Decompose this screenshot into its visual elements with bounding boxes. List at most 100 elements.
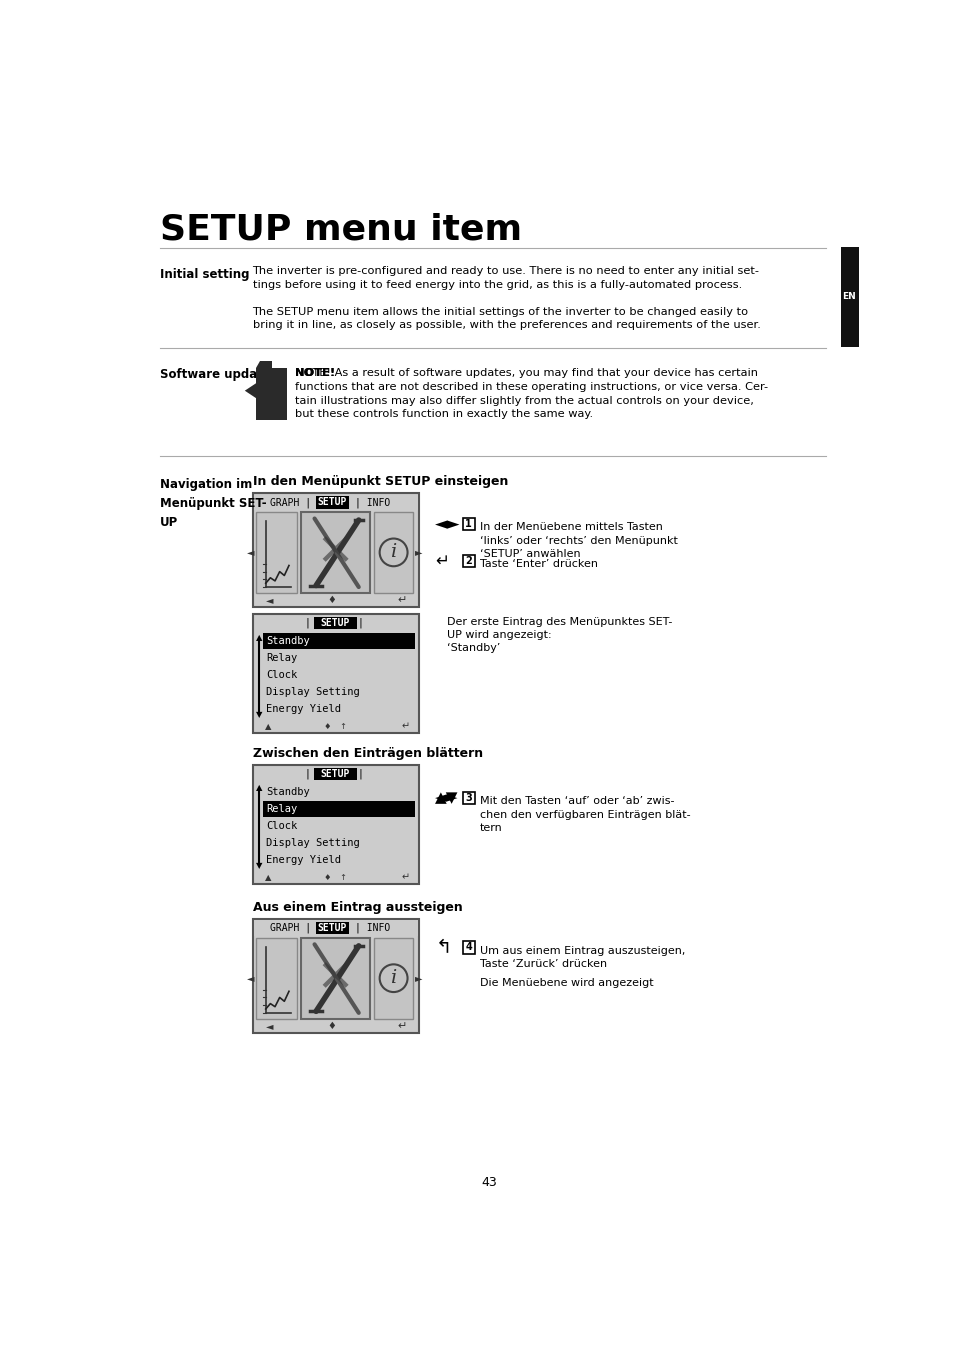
Text: ◄: ◄ bbox=[266, 1021, 274, 1031]
FancyBboxPatch shape bbox=[253, 765, 418, 884]
Text: NOTE! As a result of software updates, you may find that your device has certain: NOTE! As a result of software updates, y… bbox=[294, 369, 767, 418]
Text: 1: 1 bbox=[465, 518, 472, 529]
FancyBboxPatch shape bbox=[256, 938, 296, 1019]
Text: Clock: Clock bbox=[266, 670, 297, 680]
Text: ♦: ♦ bbox=[324, 873, 331, 882]
FancyBboxPatch shape bbox=[374, 513, 413, 593]
Text: SETUP menu item: SETUP menu item bbox=[159, 212, 521, 246]
Text: NOTE!: NOTE! bbox=[294, 369, 335, 378]
Polygon shape bbox=[245, 383, 256, 398]
Text: ✕: ✕ bbox=[316, 531, 354, 574]
Text: NOTE!: NOTE! bbox=[294, 369, 335, 378]
Text: Initial setting: Initial setting bbox=[159, 269, 249, 281]
FancyBboxPatch shape bbox=[462, 941, 475, 953]
FancyBboxPatch shape bbox=[462, 555, 475, 567]
Text: Relay: Relay bbox=[266, 653, 297, 663]
Text: Mit den Tasten ‘auf’ oder ‘ab’ zwis-
chen den verfügbaren Einträgen blät-
tern: Mit den Tasten ‘auf’ oder ‘ab’ zwis- che… bbox=[479, 796, 690, 833]
FancyBboxPatch shape bbox=[256, 513, 296, 593]
Text: ♦: ♦ bbox=[327, 595, 335, 605]
Text: Taste ‘Enter’ drücken: Taste ‘Enter’ drücken bbox=[479, 559, 597, 570]
Polygon shape bbox=[256, 360, 272, 369]
Text: Der erste Eintrag des Menüpunktes SET-
UP wird angezeigt:
‘Standby’: Der erste Eintrag des Menüpunktes SET- U… bbox=[447, 617, 672, 653]
Text: | INFO: | INFO bbox=[355, 923, 390, 933]
Text: |: | bbox=[356, 769, 363, 779]
Text: 43: 43 bbox=[480, 1176, 497, 1189]
Text: Die Menüebene wird angezeigt: Die Menüebene wird angezeigt bbox=[479, 979, 653, 988]
Text: ↵: ↵ bbox=[397, 595, 406, 605]
Text: ◄►: ◄► bbox=[435, 791, 458, 806]
Text: |: | bbox=[304, 769, 311, 779]
Text: ↵: ↵ bbox=[435, 552, 449, 570]
FancyBboxPatch shape bbox=[462, 792, 475, 805]
FancyBboxPatch shape bbox=[300, 513, 370, 593]
FancyBboxPatch shape bbox=[840, 247, 858, 347]
Text: GRAPH |: GRAPH | bbox=[270, 497, 311, 508]
Text: The SETUP menu item allows the initial settings of the inverter to be changed ea: The SETUP menu item allows the initial s… bbox=[253, 306, 760, 331]
Text: ▼: ▼ bbox=[255, 861, 262, 871]
Text: i: i bbox=[390, 544, 396, 562]
FancyBboxPatch shape bbox=[314, 768, 356, 780]
Text: Display Setting: Display Setting bbox=[266, 838, 360, 848]
Text: Relay: Relay bbox=[266, 803, 297, 814]
Text: Um aus einem Eintrag auszusteigen,
Taste ‘Zurück’ drücken: Um aus einem Eintrag auszusteigen, Taste… bbox=[479, 946, 684, 969]
Text: ↵: ↵ bbox=[397, 1021, 406, 1031]
Text: Software updates: Software updates bbox=[159, 369, 277, 381]
FancyBboxPatch shape bbox=[253, 921, 417, 936]
Text: EN: EN bbox=[841, 292, 855, 301]
Text: Energy Yield: Energy Yield bbox=[266, 703, 341, 714]
Text: ▲▼: ▲▼ bbox=[435, 791, 458, 806]
Text: SETUP: SETUP bbox=[317, 923, 347, 933]
Text: ♦: ♦ bbox=[324, 722, 331, 730]
FancyBboxPatch shape bbox=[462, 518, 475, 531]
Text: SETUP: SETUP bbox=[317, 497, 347, 508]
Text: Clock: Clock bbox=[266, 821, 297, 830]
Text: ▼: ▼ bbox=[255, 710, 262, 720]
Text: ◄: ◄ bbox=[247, 973, 254, 983]
FancyBboxPatch shape bbox=[253, 919, 418, 1033]
Text: ↰: ↰ bbox=[435, 938, 452, 957]
Text: ▲: ▲ bbox=[255, 633, 262, 641]
Text: i: i bbox=[390, 969, 396, 987]
Text: GRAPH |: GRAPH | bbox=[270, 923, 311, 933]
Text: ◄►: ◄► bbox=[435, 514, 460, 533]
Text: Standby: Standby bbox=[266, 636, 310, 645]
Text: Aus einem Eintrag aussteigen: Aus einem Eintrag aussteigen bbox=[253, 902, 462, 914]
Text: SETUP: SETUP bbox=[320, 618, 350, 628]
Text: |: | bbox=[356, 618, 363, 629]
Text: ↑: ↑ bbox=[339, 722, 346, 730]
Text: ►: ► bbox=[415, 973, 421, 983]
Text: ♦: ♦ bbox=[327, 1021, 335, 1031]
Text: Standby: Standby bbox=[266, 787, 310, 796]
Text: Navigation im
Menüpunkt SET-
UP: Navigation im Menüpunkt SET- UP bbox=[159, 478, 266, 529]
Text: 4: 4 bbox=[465, 942, 472, 952]
Text: 2: 2 bbox=[465, 556, 472, 566]
Text: SETUP: SETUP bbox=[320, 769, 350, 779]
FancyBboxPatch shape bbox=[315, 922, 348, 934]
Text: ↑: ↑ bbox=[339, 873, 346, 882]
Text: ▲: ▲ bbox=[265, 722, 271, 730]
FancyBboxPatch shape bbox=[300, 938, 370, 1019]
Text: Display Setting: Display Setting bbox=[266, 687, 360, 697]
Text: |: | bbox=[304, 618, 311, 629]
Text: ✕: ✕ bbox=[316, 957, 354, 1000]
Text: ↵: ↵ bbox=[401, 872, 409, 883]
FancyBboxPatch shape bbox=[263, 633, 415, 648]
Text: In der Menüebene mittels Tasten
‘links’ oder ‘rechts’ den Menüpunkt
‘SETUP’ anwä: In der Menüebene mittels Tasten ‘links’ … bbox=[479, 522, 677, 559]
Text: ↵: ↵ bbox=[401, 721, 409, 732]
Text: Zwischen den Einträgen blättern: Zwischen den Einträgen blättern bbox=[253, 747, 482, 760]
Text: 3: 3 bbox=[465, 792, 472, 803]
Text: ►: ► bbox=[415, 547, 421, 558]
FancyBboxPatch shape bbox=[253, 614, 418, 733]
Text: In den Menüpunkt SETUP einsteigen: In den Menüpunkt SETUP einsteigen bbox=[253, 475, 507, 487]
FancyBboxPatch shape bbox=[374, 938, 413, 1019]
Text: Energy Yield: Energy Yield bbox=[266, 855, 341, 864]
Text: | INFO: | INFO bbox=[355, 497, 390, 508]
Text: The inverter is pre-configured and ready to use. There is no need to enter any i: The inverter is pre-configured and ready… bbox=[253, 266, 759, 289]
Text: ▲: ▲ bbox=[265, 873, 271, 882]
FancyBboxPatch shape bbox=[263, 801, 415, 817]
Polygon shape bbox=[256, 369, 287, 420]
Text: ◄: ◄ bbox=[266, 595, 274, 605]
FancyBboxPatch shape bbox=[314, 617, 356, 629]
Text: ▲: ▲ bbox=[255, 783, 262, 792]
FancyBboxPatch shape bbox=[253, 494, 417, 510]
